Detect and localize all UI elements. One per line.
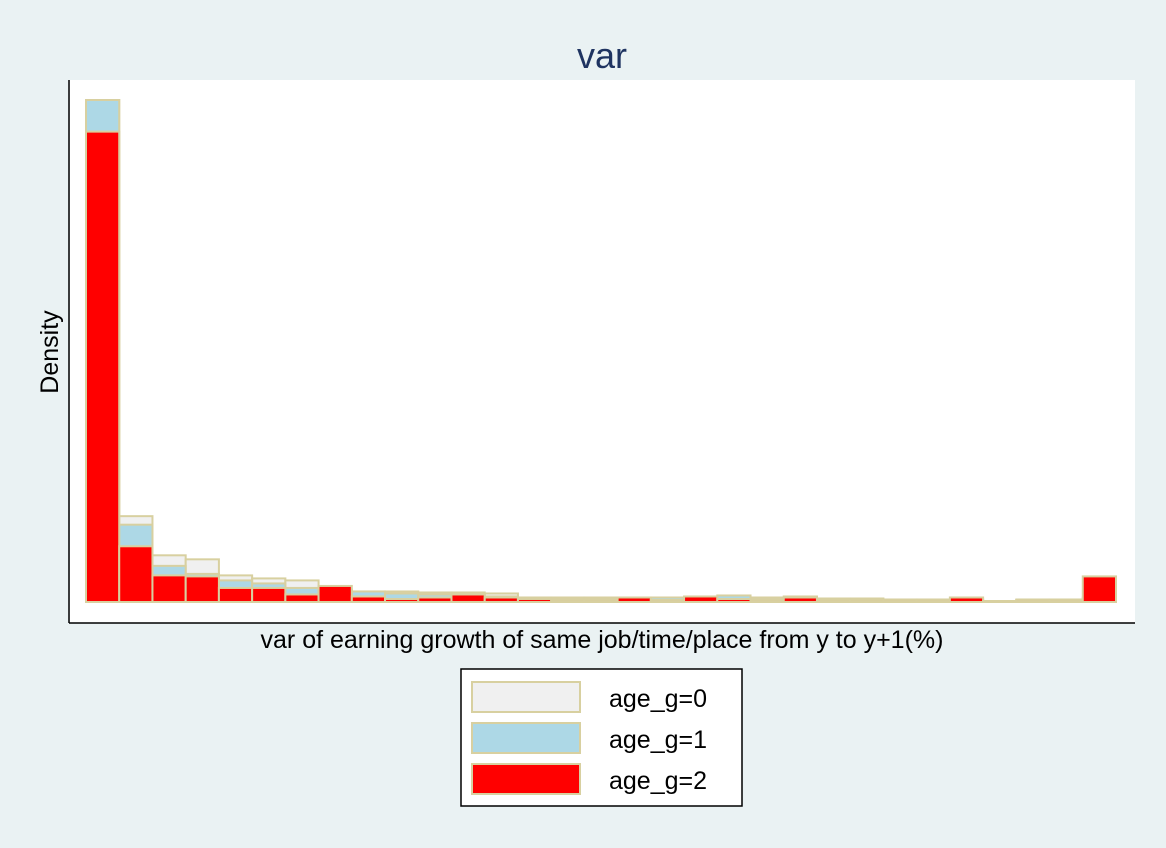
bar-age-g-2-bin-14 [550,598,586,603]
bar-age-g-2-bin-24 [882,598,918,603]
bar-age-g-2-bin-22 [815,598,852,603]
bar-age-g-2-bin-7 [317,584,353,604]
bar-age-g-2-bin-17 [649,598,686,603]
bar-age-g-2-bin-23 [849,598,885,603]
bar-age-g-2-bin-26 [948,596,985,603]
bar-age-g-2-bin-19 [716,597,752,603]
x-axis-label: var of earning growth of same job/time/p… [261,626,944,654]
bar-age-g-2-bin-5 [251,586,287,604]
bar-age-g-2-bin-15 [583,598,619,603]
bar-age-g-2-bin-9 [384,597,420,603]
bar-age-g-2-bin-25 [915,598,951,603]
bar-age-g-2-bin-13 [516,597,553,603]
bar-age-g-2-bin-27 [982,600,1018,603]
legend-label-age-g-1: age_g=1 [609,726,707,754]
bar-age-g-2-bin-28 [1015,598,1051,603]
bar-age-g-2-bin-21 [782,596,818,603]
legend-label-age-g-0: age_g=0 [609,685,707,713]
bar-age-g-2-bin-6 [284,593,320,603]
legend-label-age-g-2: age_g=2 [609,767,707,795]
bar-age-g-2-bin-18 [683,595,719,603]
legend: age_g=0 age_g=1 age_g=2 [460,668,743,807]
bar-age-g-2-bin-2 [151,574,187,604]
bar-age-g-2-bin-3 [184,575,220,604]
bar-age-g-2-bin-0 [85,130,121,603]
y-axis-label: Density [36,310,64,394]
bars-layer [85,99,1118,604]
bar-age-g-2-bin-11 [450,593,486,603]
chart-title: var [577,35,627,76]
plot-area [70,80,1135,623]
bar-age-g-2-bin-20 [749,598,785,603]
legend-swatch-age-g-0 [471,681,581,713]
legend-swatch-age-g-2 [471,763,581,795]
bar-age-g-2-bin-1 [118,545,154,604]
bar-age-g-2-bin-16 [616,596,652,603]
bar-age-g-2-bin-4 [217,586,254,604]
bar-age-g-2-bin-12 [483,596,519,603]
bar-age-g-2-bin-30 [1081,575,1118,604]
legend-swatch-age-g-1 [471,722,581,754]
bar-age-g-2-bin-8 [350,595,387,603]
bar-age-g-2-bin-10 [417,596,453,603]
bar-age-g-2-bin-29 [1048,598,1084,603]
